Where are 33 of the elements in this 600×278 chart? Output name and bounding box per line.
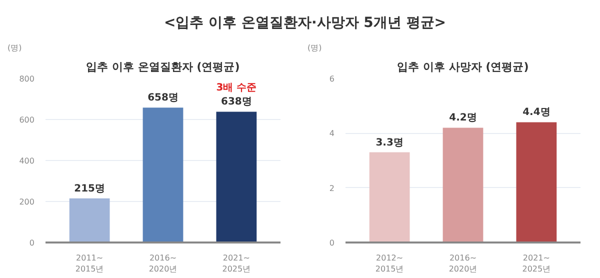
y-axis-title: (명) [8, 44, 22, 52]
y-tick-label: 6 [329, 74, 335, 84]
data-label: 658명 [148, 92, 178, 104]
x-tick-label: 2021~ 2025년 [522, 254, 551, 274]
x-tick-label: 2016~ 2020년 [448, 254, 478, 274]
chart-title: 입추 이후 사망자 (연평균) [397, 60, 529, 74]
chart-title: 입추 이후 온열질환자 (연평균) [86, 60, 240, 74]
y-tick-label: 4 [329, 129, 335, 138]
bar [69, 198, 110, 242]
bar [216, 112, 257, 242]
bar [142, 108, 184, 242]
x-tick-label: 2011~ 2015년 [75, 254, 104, 274]
data-label: 3.3명 [376, 137, 404, 148]
x-tick-label: 2012~ 2015년 [375, 254, 404, 274]
annotation: 3배 수준 [216, 82, 257, 94]
y-tick-label: 800 [19, 74, 35, 84]
bar [369, 152, 410, 242]
x-tick-label: 2016~ 2020년 [148, 254, 178, 274]
y-tick-label: 0 [29, 238, 35, 248]
y-axis-title: (명) [308, 44, 322, 52]
y-tick-label: 0 [329, 238, 335, 248]
data-label: 4.4명 [522, 107, 550, 118]
data-label: 4.2명 [449, 112, 477, 124]
y-tick-label: 400 [19, 156, 35, 166]
y-tick-label: 200 [19, 198, 35, 206]
x-tick-label: 2021~ 2025년 [222, 254, 251, 274]
y-tick-label: 600 [19, 116, 35, 124]
data-label: 638명 [221, 96, 252, 108]
data-label: 215명 [74, 183, 105, 194]
text: <입추 이후 온열질환자·사망자 5개년 평균> [164, 14, 446, 33]
bar [442, 128, 484, 242]
bar [516, 122, 557, 242]
y-tick-label: 2 [329, 184, 335, 193]
